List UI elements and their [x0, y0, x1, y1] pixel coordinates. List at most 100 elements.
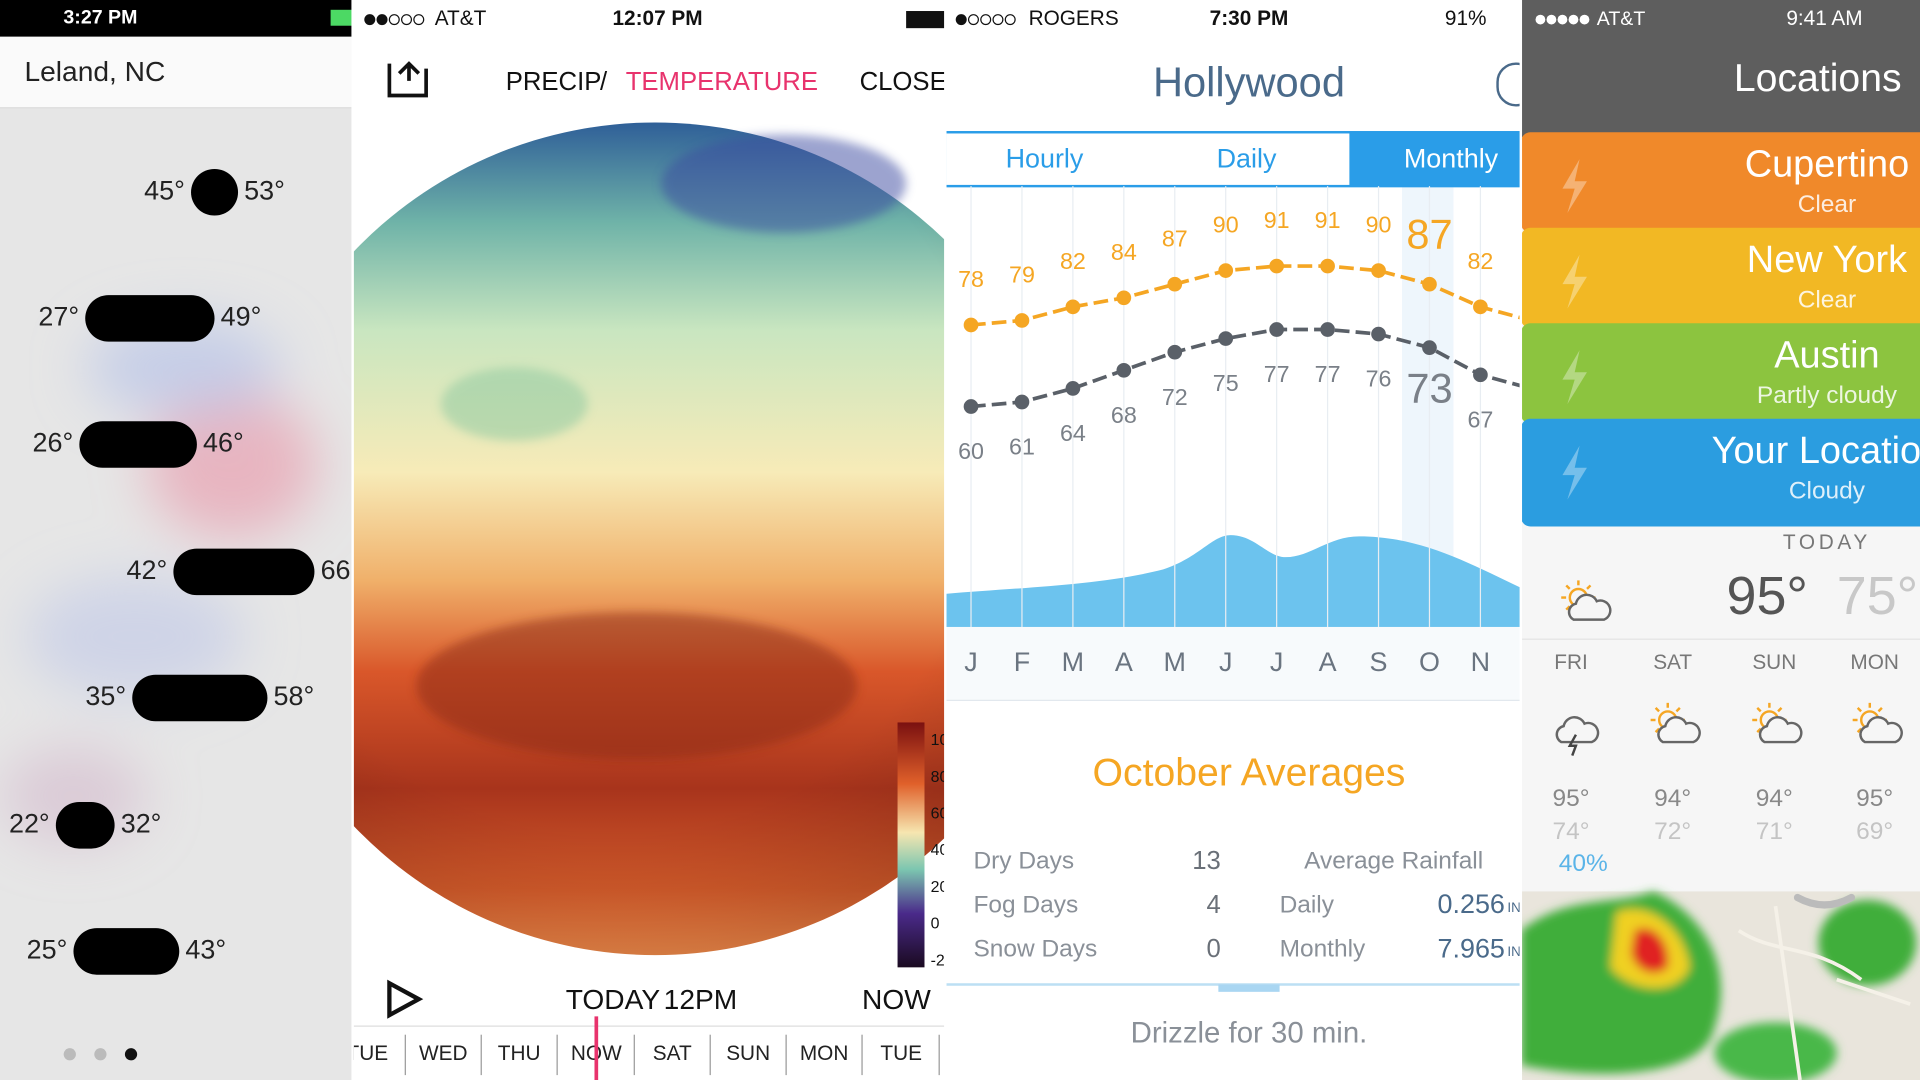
scale-label: 20 — [931, 879, 949, 896]
high-label: 82 — [1060, 248, 1086, 274]
signal-dot — [388, 14, 400, 26]
bolt-icon — [1562, 445, 1587, 500]
day-low: 72° — [1654, 818, 1691, 845]
battery — [330, 9, 353, 26]
timeline-day[interactable]: SUN — [726, 1042, 770, 1065]
location-name: Leland, NC — [24, 56, 165, 87]
rainfall-unit: IN — [1507, 944, 1520, 959]
high-temp: 66° — [321, 555, 362, 585]
low-label: 77 — [1315, 361, 1341, 387]
timeline-day[interactable]: TUE — [880, 1042, 922, 1065]
high-temp: 58° — [274, 681, 315, 711]
day-high: 95° — [1553, 785, 1590, 812]
tab-precip[interactable]: PRECIP — [506, 68, 602, 96]
city-row[interactable]: Austin Partly cloudy — [1520, 323, 1920, 424]
low-label: 77 — [1264, 361, 1290, 387]
high-label: 87 — [1406, 211, 1452, 258]
cloud — [1758, 716, 1803, 744]
high-label: 91 — [1264, 207, 1290, 233]
sun-ray — [1586, 584, 1592, 590]
low-label: 76 — [1366, 366, 1392, 392]
temp-range-pill — [191, 168, 239, 216]
partly-cloudy-icon — [1650, 702, 1701, 744]
timeline-day[interactable]: TUE — [347, 1042, 389, 1065]
panel-globe: AT&T 12:07 PM PRECIP/ TEMPERATURE CLOSE 100 80… — [347, 0, 949, 1080]
city-row[interactable]: Cupertino Clear — [1520, 132, 1920, 233]
low-dot — [1014, 394, 1030, 410]
low-label: 64 — [1060, 420, 1086, 446]
panel-leland: 3:27 PM Leland, NC 45° 53° 27° 49° 26° 46° 42° 66… — [0, 0, 362, 1080]
page-dot[interactable] — [124, 1048, 138, 1061]
tab[interactable]: Hourly — [1006, 144, 1084, 174]
signal-dot — [992, 14, 1004, 26]
timeline-day[interactable]: SAT — [653, 1042, 692, 1065]
today-low: 75° — [1837, 566, 1918, 626]
tab-separator: / — [600, 68, 608, 96]
share-icon[interactable] — [387, 61, 428, 98]
low-temp: 25° — [27, 935, 68, 965]
carrier: ROGERS — [1029, 7, 1119, 30]
high-label: 91 — [1315, 207, 1341, 233]
sun-ray — [1756, 727, 1762, 733]
high-label: 90 — [1366, 212, 1392, 238]
signal-dot — [1579, 14, 1590, 25]
low-label: 73 — [1406, 365, 1452, 412]
timeline-day[interactable]: WED — [419, 1042, 468, 1065]
month-label: A — [1319, 647, 1337, 677]
carrier: AT&T — [435, 7, 487, 30]
day-name: MON — [1850, 651, 1899, 674]
month-label: J — [1270, 647, 1283, 677]
signal-dot — [1557, 14, 1568, 25]
low-dot — [1269, 322, 1284, 337]
high-temp: 43° — [185, 935, 226, 965]
signal-dot — [1004, 14, 1016, 26]
rainfall-value: 0.256 — [1438, 889, 1505, 919]
close-button[interactable]: CLOSE — [860, 68, 947, 96]
rainfall-value: 7.965 — [1438, 933, 1505, 963]
city-band — [1520, 227, 1920, 329]
city-row[interactable]: Your Location Cloudy — [1520, 418, 1920, 527]
city-row[interactable]: New York Clear — [1520, 227, 1920, 329]
low-temp: 45° — [144, 175, 185, 205]
sun-ray — [1877, 707, 1883, 713]
high-label: 87 — [1162, 225, 1188, 251]
precip-chance: 40% — [1559, 850, 1608, 877]
cloud — [1859, 716, 1903, 744]
high-label: 79 — [1009, 262, 1035, 288]
rainfall-unit: IN — [1507, 900, 1520, 915]
temp-range-pill — [55, 802, 115, 849]
today-high: 95° — [1727, 566, 1808, 626]
high-dot — [1167, 276, 1183, 292]
tab[interactable]: Monthly — [1404, 144, 1499, 174]
signal-dot — [980, 14, 992, 26]
high-dot — [963, 317, 979, 333]
page-dot[interactable] — [63, 1048, 76, 1061]
signal-dot — [413, 14, 425, 26]
temp-range-pill — [73, 928, 180, 975]
scale-label: 40 — [931, 842, 949, 859]
day-name: SAT — [1653, 651, 1692, 674]
tab[interactable]: Daily — [1217, 144, 1277, 174]
play-button[interactable] — [387, 979, 424, 1019]
status-time: 12:07 PM — [612, 7, 702, 30]
drawer-handle[interactable] — [1793, 893, 1856, 909]
signal-dot — [955, 14, 967, 26]
month-label: M — [1062, 647, 1084, 677]
sun-ray — [1654, 707, 1660, 713]
tab-temperature[interactable]: TEMPERATURE — [626, 68, 818, 96]
sun-ray — [1565, 584, 1571, 590]
low-temp: 27° — [38, 301, 79, 331]
city-condition: Clear — [1798, 287, 1856, 314]
city-condition: Partly cloudy — [1757, 382, 1898, 409]
timeline-day[interactable]: THU — [498, 1042, 541, 1065]
cloud — [1555, 716, 1600, 744]
timeline-day[interactable]: MON — [800, 1042, 849, 1065]
city-name: Austin — [1774, 335, 1879, 377]
page-dot[interactable] — [94, 1048, 107, 1061]
low-dot — [1320, 322, 1335, 337]
low-dot — [1218, 331, 1234, 346]
low-dot — [1422, 340, 1437, 355]
day-name: SUN — [1752, 651, 1796, 674]
low-label: 61 — [1009, 434, 1035, 460]
